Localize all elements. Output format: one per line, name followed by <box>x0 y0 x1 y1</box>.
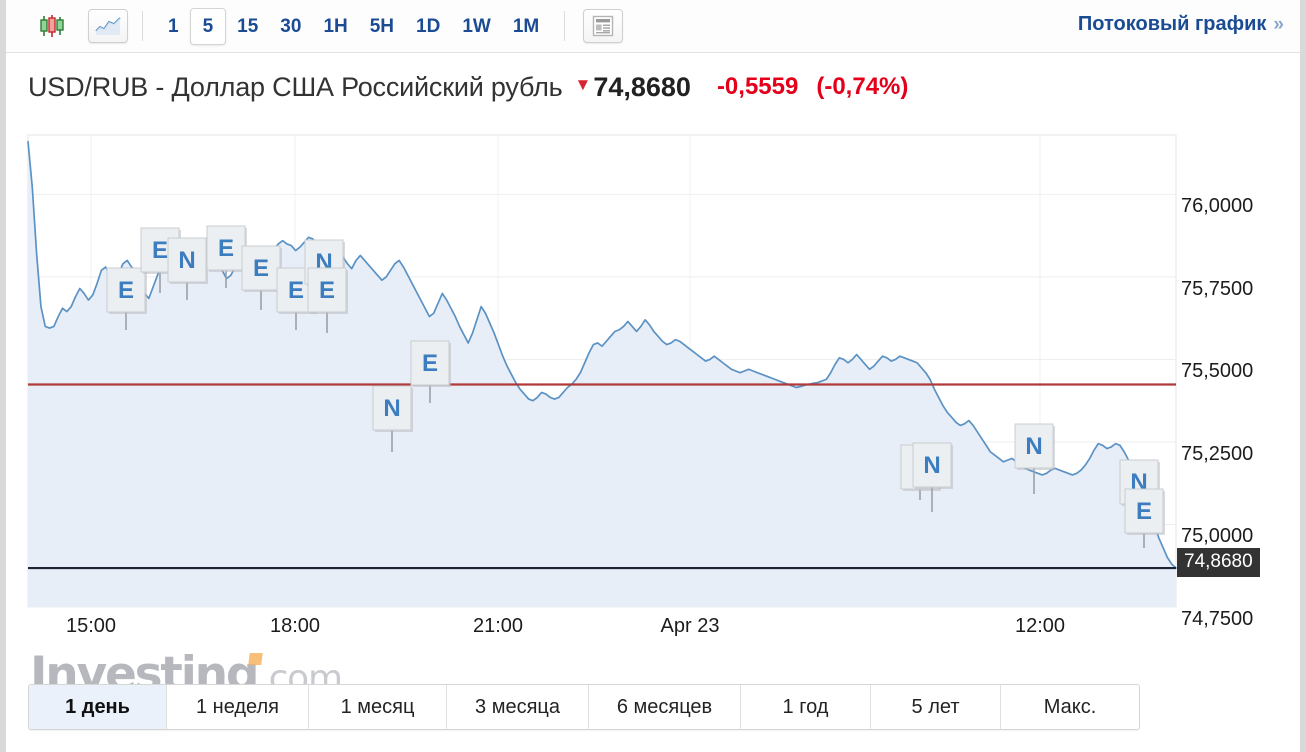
y-axis-tick-label: 75,7500 <box>1181 277 1254 300</box>
event-marker-n[interactable]: N <box>372 385 413 452</box>
candlestick-icon[interactable] <box>32 9 72 43</box>
news-article-icon[interactable] <box>583 9 624 43</box>
period-max[interactable]: Макс. <box>1001 685 1139 729</box>
toolbar-divider-2 <box>564 11 566 41</box>
x-axis-tick-label: 21:00 <box>472 615 524 637</box>
price-change-percent: (-0,74%) <box>816 73 909 100</box>
arrow-down-icon: ▼ <box>574 75 592 94</box>
event-marker-label: E <box>118 277 134 304</box>
event-marker-e[interactable]: E <box>106 267 147 330</box>
x-axis-tick-label: 12:00 <box>1014 615 1066 637</box>
period-6-months[interactable]: 6 месяцев <box>589 685 741 729</box>
x-axis-tick-label: Apr 23 <box>660 615 720 637</box>
interval-30[interactable]: 30 <box>280 15 302 37</box>
event-marker-e[interactable]: E <box>206 225 247 288</box>
event-marker-label: E <box>152 237 168 264</box>
event-marker-e[interactable]: E <box>1124 488 1165 548</box>
period-selector: 1 день 1 неделя 1 месяц 3 месяца 6 месяц… <box>28 684 1140 730</box>
y-axis-tick-label: 74,7500 <box>1181 608 1254 630</box>
period-1-week[interactable]: 1 неделя <box>167 685 309 729</box>
event-marker-label: E <box>253 255 269 282</box>
interval-1m[interactable]: 1M <box>512 15 540 37</box>
y-axis: 76,0000 75,7500 75,5000 75,2500 75,0000 74,75… <box>1181 121 1300 630</box>
event-marker-label: N <box>923 452 940 479</box>
event-marker-n[interactable]: N <box>1014 423 1055 494</box>
interval-1h[interactable]: 1H <box>323 15 348 37</box>
instrument-title: USD/RUB - Доллар США Российский рубль <box>28 71 563 102</box>
event-marker-label: N <box>1025 433 1042 460</box>
y-axis-tick-label: 76,0000 <box>1181 195 1254 218</box>
interval-1[interactable]: 1 <box>168 15 179 37</box>
last-price: 74,8680 <box>593 71 691 102</box>
interval-5[interactable]: 5 <box>189 7 227 45</box>
event-marker-e[interactable]: E <box>410 340 451 403</box>
event-marker-label: E <box>1136 498 1152 525</box>
x-axis: 15:00 18:00 21:00 Apr 23 12:00 <box>6 610 1300 650</box>
period-1-month[interactable]: 1 месяц <box>309 685 447 729</box>
event-marker-label: E <box>319 277 335 304</box>
double-chevron-right-icon: » <box>1273 14 1284 35</box>
event-marker-e[interactable]: E <box>241 245 282 310</box>
y-axis-tick-label: 75,5000 <box>1181 360 1254 383</box>
x-axis-tick-label: 18:00 <box>269 615 321 637</box>
event-marker-label: N <box>178 247 195 274</box>
chart-toolbar: 1 5 15 30 1H 5H 1D 1W 1M Потоковый графи… <box>6 0 1300 53</box>
event-marker-label: E <box>422 350 438 377</box>
period-5-years[interactable]: 5 лет <box>871 685 1001 729</box>
interval-5h[interactable]: 5H <box>369 15 395 37</box>
interval-1w[interactable]: 1W <box>462 15 491 37</box>
period-3-months[interactable]: 3 месяца <box>447 685 589 729</box>
quote-header: USD/RUB - Доллар США Российский рубль ▼ … <box>6 53 1300 121</box>
x-axis-tick-label: 15:00 <box>65 615 117 637</box>
current-price-badge: 74,8680 <box>1177 548 1260 577</box>
chart-canvas[interactable]: EENEEENENEINNNE <box>6 121 1300 666</box>
streaming-chart-label: Потоковый график <box>1077 13 1267 35</box>
period-1-day[interactable]: 1 день <box>29 685 167 729</box>
y-axis-tick-label: 75,0000 <box>1181 525 1254 548</box>
interval-15[interactable]: 15 <box>237 15 259 37</box>
event-marker-label: N <box>383 395 400 422</box>
event-markers: EENEEENENEINNNE <box>106 225 1165 548</box>
event-marker-n[interactable]: N <box>167 237 208 300</box>
event-marker-label: E <box>218 235 234 262</box>
toolbar-divider-1 <box>142 11 143 41</box>
price-chart[interactable]: EENEEENENEINNNE Investing.com <box>6 121 1300 702</box>
interval-1d[interactable]: 1D <box>416 15 441 37</box>
interval-selector: 1 5 15 30 1H 5H 1D 1W 1M <box>157 7 550 45</box>
y-axis-tick-label: 75,2500 <box>1181 442 1254 465</box>
event-marker-e[interactable]: E <box>307 267 348 333</box>
event-marker-label: E <box>288 277 304 304</box>
streaming-chart-link[interactable]: Потоковый график » <box>1078 13 1284 36</box>
event-marker-n[interactable]: N <box>912 442 953 512</box>
area-chart-icon[interactable] <box>88 9 128 43</box>
period-1-year[interactable]: 1 год <box>741 685 871 729</box>
price-change: -0,5559 <box>716 73 799 100</box>
